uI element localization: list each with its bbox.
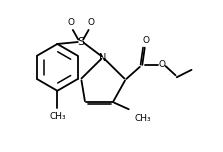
Text: O: O <box>67 18 74 27</box>
Text: S: S <box>77 36 84 47</box>
Text: CH₃: CH₃ <box>135 114 151 123</box>
Text: O: O <box>142 36 149 45</box>
Text: N: N <box>99 53 107 62</box>
Text: O: O <box>159 60 165 69</box>
Text: CH₃: CH₃ <box>49 112 66 121</box>
Text: O: O <box>87 18 94 27</box>
